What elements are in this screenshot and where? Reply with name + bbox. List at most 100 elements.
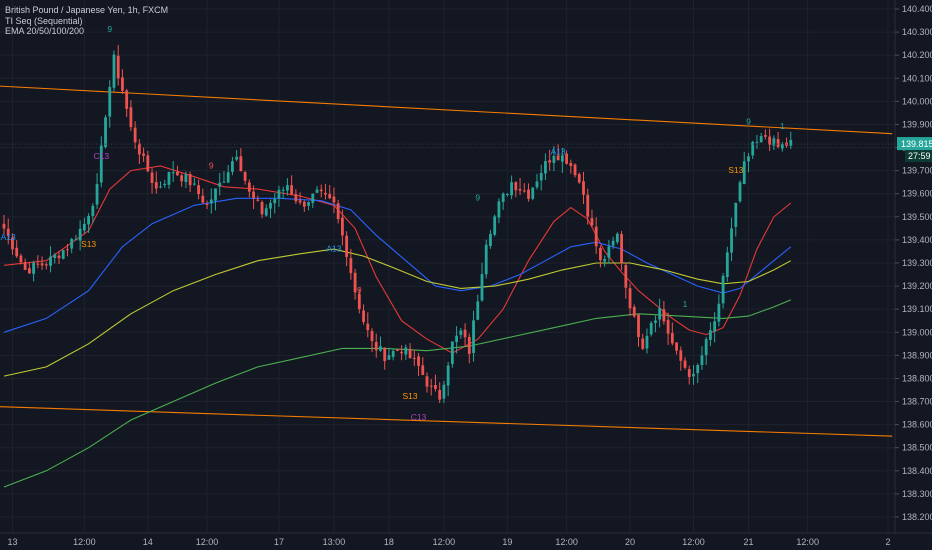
indicator-td-sequential[interactable]: TI Seq (Sequential) [5,15,83,26]
candle-body[interactable] [620,234,623,264]
candle-body[interactable] [649,322,653,335]
price-axis[interactable]: 140.400 140.300 140.200 140.100 140.000 139.9… [894,0,932,533]
candle-body[interactable] [615,233,619,243]
indicator-ema[interactable]: EMA 20/50/100/200 [5,26,85,36]
candle-body[interactable] [209,199,213,204]
candle-body[interactable] [734,202,738,227]
candle-body[interactable] [497,201,501,218]
candle-body[interactable] [548,160,552,163]
candle-body[interactable] [247,182,251,192]
candle-body[interactable] [438,390,442,400]
candle-body[interactable] [514,182,518,191]
candle-body[interactable] [429,385,433,387]
candle-body[interactable] [231,161,234,172]
candle-body[interactable] [11,237,14,250]
candle-body[interactable] [489,233,492,246]
candle-body[interactable] [40,263,44,266]
candle-body[interactable] [662,309,666,322]
candle-body[interactable] [505,193,509,195]
candle-body[interactable] [704,339,708,356]
candle-body[interactable] [683,360,687,368]
ema-line-ema100[interactable] [3,248,792,377]
candle-body[interactable] [129,107,133,128]
candle-body[interactable] [679,350,683,361]
candle-body[interactable] [44,264,48,266]
candle-body[interactable] [290,185,294,195]
candle-body[interactable] [78,228,82,241]
candle-body[interactable] [776,139,780,147]
candle-body[interactable] [366,323,370,331]
candle-body[interactable] [336,203,340,220]
candle-body[interactable] [670,333,674,344]
candle-body[interactable] [116,55,120,79]
candle-body[interactable] [404,347,408,355]
candle-body[interactable] [421,365,425,375]
ema-line-ema20[interactable] [3,165,792,354]
candle-body[interactable] [222,181,226,183]
candle-body[interactable] [675,342,678,351]
candle-body[interactable] [176,171,179,176]
candle-body[interactable] [425,376,429,387]
candle-body[interactable] [15,247,19,257]
candle-body[interactable] [23,262,27,270]
candle-body[interactable] [666,319,670,334]
candle-body[interactable] [315,189,319,193]
candle-body[interactable] [637,314,640,338]
candle-body[interactable] [531,187,535,199]
candle-body[interactable] [66,249,69,251]
candle-body[interactable] [721,275,725,304]
candle-body[interactable] [434,384,437,389]
candle-body[interactable] [302,201,306,207]
candle-body[interactable] [645,335,649,349]
candle-body[interactable] [472,320,475,353]
candle-body[interactable] [281,189,285,191]
candle-body[interactable] [74,239,78,241]
candle-body[interactable] [387,355,391,360]
time-axis[interactable]: 13 12:00 14 12:00 17 13:00 18 12:00 19 12:00 20 12:… [0,532,932,550]
candle-body[interactable] [328,193,332,199]
candle-body[interactable] [32,262,36,274]
candle-body[interactable] [362,310,365,322]
candle-body[interactable] [450,341,454,364]
candle-body[interactable] [154,182,158,189]
candle-body[interactable] [476,301,480,320]
candle-body[interactable] [590,218,594,226]
candle-body[interactable] [159,186,162,188]
candle-body[interactable] [218,182,222,187]
candle-body[interactable] [192,183,196,185]
candle-body[interactable] [700,355,704,366]
candle-body[interactable] [226,172,230,183]
candle-body[interactable] [163,183,167,186]
candle-body[interactable] [36,263,40,265]
candle-body[interactable] [235,156,239,160]
candle-body[interactable] [586,194,590,217]
candle-body[interactable] [150,172,154,183]
candle-body[interactable] [260,202,264,215]
candle-body[interactable] [522,190,526,192]
candle-body[interactable] [180,175,184,182]
candle-body[interactable] [467,337,471,354]
candle-body[interactable] [49,256,52,266]
candle-body[interactable] [307,202,310,206]
candle-body[interactable] [91,205,95,216]
candle-body[interactable] [552,156,556,163]
candle-body[interactable] [311,193,315,203]
candle-body[interactable] [658,308,662,320]
candle-body[interactable] [730,228,733,253]
candle-body[interactable] [277,189,281,199]
candle-body[interactable] [353,272,357,293]
candle-body[interactable] [455,335,459,343]
candle-body[interactable] [412,357,416,359]
candle-body[interactable] [53,254,57,258]
candle-body[interactable] [594,226,598,247]
candle-body[interactable] [395,349,399,351]
candle-body[interactable] [357,293,361,310]
candle-body[interactable] [99,145,103,183]
candle-body[interactable] [345,235,349,257]
candle-body[interactable] [544,161,547,174]
candle-body[interactable] [146,155,150,172]
candle-body[interactable] [319,189,323,192]
candle-body[interactable] [556,155,560,161]
candle-body[interactable] [442,384,446,399]
